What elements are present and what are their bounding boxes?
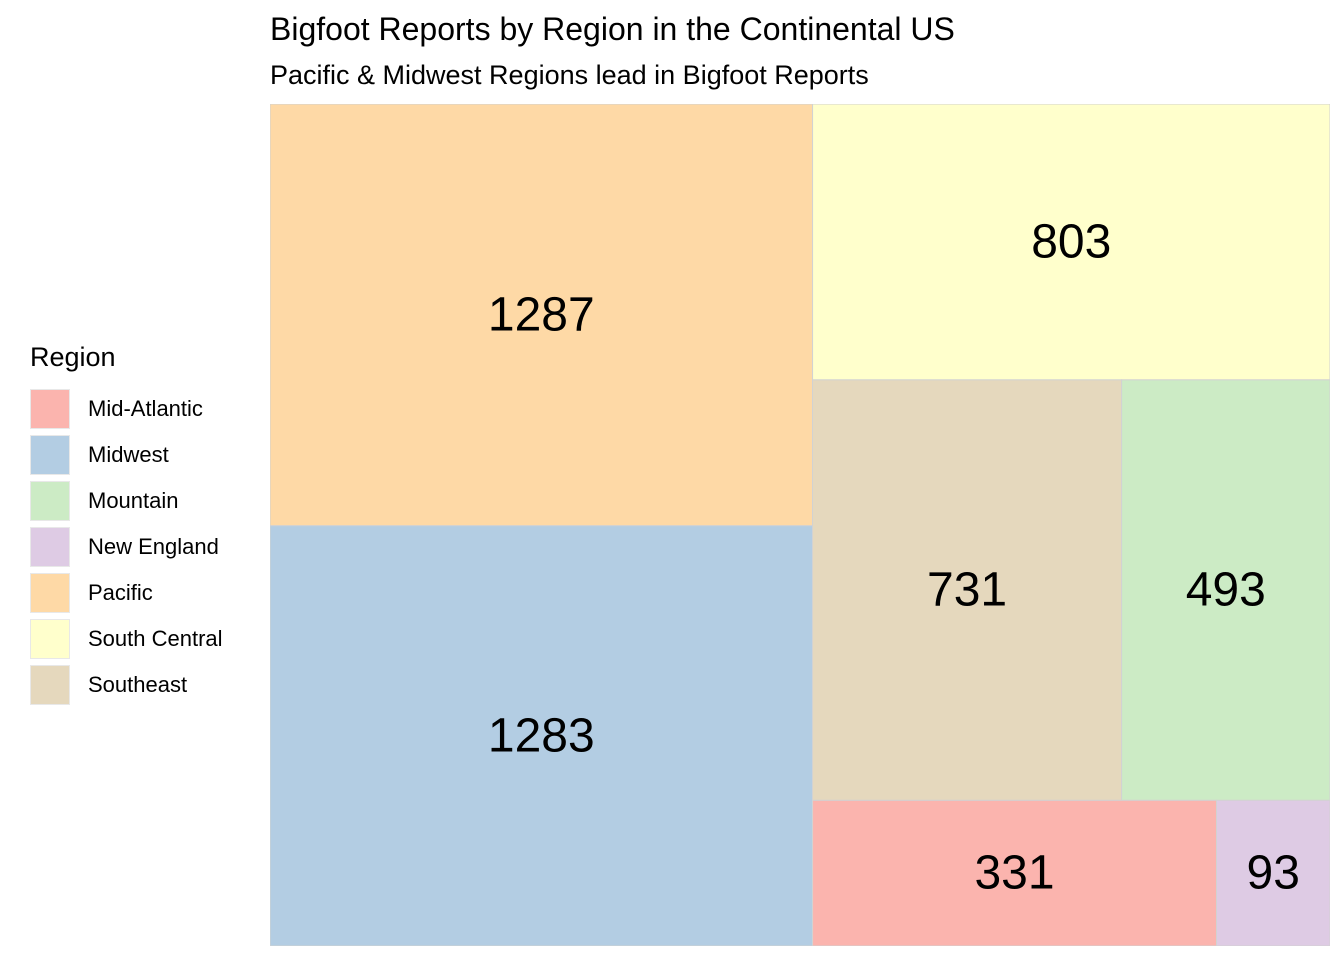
- legend-item-pacific: Pacific: [30, 570, 223, 616]
- legend-item-new-england: New England: [30, 524, 223, 570]
- tile-new-england: [1216, 799, 1330, 946]
- legend-label: Mountain: [88, 488, 179, 513]
- treemap-svg: 1287 1283 803 731 493 331 93: [270, 104, 1330, 946]
- tile-label-mid-atlantic: 331: [974, 847, 1054, 900]
- legend-label: Pacific: [88, 580, 153, 605]
- legend-item-southeast: Southeast: [30, 662, 223, 708]
- legend-label: South Central: [88, 626, 223, 651]
- legend-item-midwest: Midwest: [30, 432, 223, 478]
- legend-key-new-england: [30, 527, 70, 567]
- legend-key-mid-atlantic: [30, 389, 70, 429]
- tile-label-pacific: 1287: [488, 288, 595, 341]
- legend-item-mid-atlantic: Mid-Atlantic: [30, 386, 223, 432]
- chart-subtitle: Pacific & Midwest Regions lead in Bigfoo…: [270, 60, 869, 90]
- legend-label: Midwest: [88, 442, 169, 467]
- tile-label-mountain: 493: [1186, 564, 1266, 617]
- legend-label: New England: [88, 534, 219, 559]
- legend-item-mountain: Mountain: [30, 478, 223, 524]
- legend-key-south-central: [30, 619, 70, 659]
- tile-label-south-central: 803: [1031, 215, 1111, 268]
- tile-southeast: [812, 379, 1123, 801]
- tile-mid-atlantic: [812, 799, 1218, 946]
- tile-south-central: [812, 104, 1330, 381]
- legend-key-mountain: [30, 481, 70, 521]
- legend-title: Region: [30, 342, 116, 372]
- legend-label: Southeast: [88, 672, 188, 697]
- tile-label-midwest: 1283: [488, 709, 595, 762]
- tile-pacific: [270, 104, 814, 527]
- legend-key-pacific: [30, 573, 70, 613]
- legend-label: Mid-Atlantic: [88, 396, 203, 421]
- tile-mountain: [1121, 379, 1330, 801]
- tile-label-new-england: 93: [1247, 847, 1300, 900]
- legend-items: Mid-Atlantic Midwest Mountain New England Pa…: [30, 386, 223, 708]
- tile-midwest: [270, 525, 814, 946]
- legend-item-south-central: South Central: [30, 616, 223, 662]
- legend-key-midwest: [30, 435, 70, 475]
- legend: Region Mid-Atlantic Midwest Mountain New En…: [30, 340, 223, 708]
- treemap-plot: 1287 1283 803 731 493 331 93: [270, 104, 1330, 946]
- chart-title: Bigfoot Reports by Region in the Contine…: [270, 11, 955, 47]
- legend-key-southeast: [30, 665, 70, 705]
- tile-label-southeast: 731: [927, 564, 1007, 617]
